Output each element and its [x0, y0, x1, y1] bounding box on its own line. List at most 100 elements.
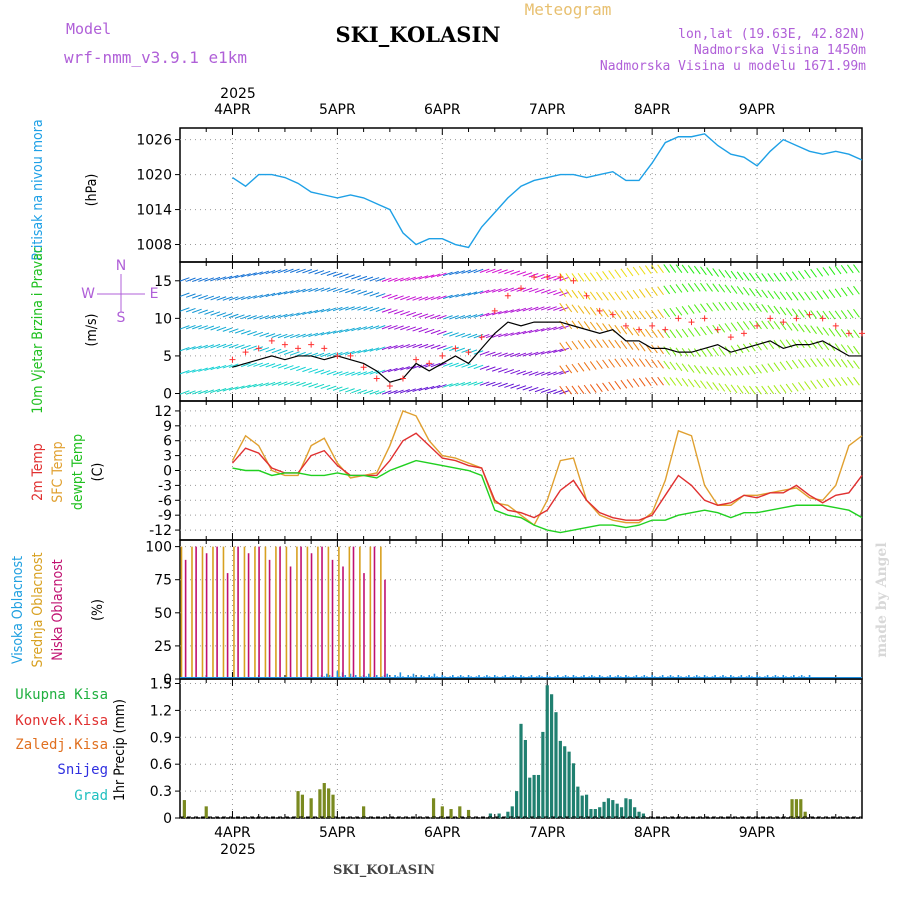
wind-arrow: [798, 309, 805, 318]
wind-arrow: [853, 360, 860, 370]
wind-arrow: [289, 351, 300, 356]
wind-arrow: [749, 302, 756, 312]
precip-bar: [541, 731, 545, 818]
wind-arrow: [479, 268, 490, 273]
wind-arrow: [687, 283, 695, 292]
wind-arrow: [620, 310, 628, 320]
ytick-label: 50: [154, 606, 172, 622]
gust-marker: [255, 345, 262, 352]
wind-arrow: [234, 296, 245, 301]
wind-arrow: [602, 291, 609, 301]
wind-arrow: [651, 264, 658, 274]
wind-arrow: [804, 269, 811, 279]
wind-arrow: [314, 308, 325, 314]
wind-arrow: [785, 360, 793, 370]
ytick-label: 5: [163, 349, 172, 365]
wind-arrow: [583, 384, 591, 394]
wind-arrow: [430, 329, 441, 335]
precip-bar: [615, 803, 619, 818]
wind-arrow: [565, 303, 573, 313]
wind-arrow: [602, 382, 609, 392]
wind-arrow: [638, 310, 646, 320]
wind-arrow: [638, 265, 646, 275]
wind-arrow: [626, 267, 634, 277]
wind-arrow: [846, 264, 854, 274]
wind-arrow: [755, 385, 762, 395]
wind-arrow: [179, 277, 190, 282]
wind-arrow: [345, 371, 355, 376]
wind-arrow: [614, 291, 622, 301]
wind-arrow: [485, 351, 496, 357]
wind-arrow: [222, 327, 233, 332]
wind-arrow: [798, 359, 805, 368]
wind-arrow: [381, 345, 392, 351]
wind-arrow: [406, 296, 417, 301]
wind-arrow: [363, 370, 374, 376]
wind-arrow: [179, 307, 190, 312]
wind-arrow: [363, 348, 374, 353]
wind-arrow: [259, 270, 270, 275]
wind-arrow: [675, 377, 683, 387]
wind-arrow: [791, 271, 799, 281]
wind-arrow: [461, 269, 472, 274]
wind-arrow: [608, 291, 615, 301]
wind-arrow: [357, 275, 368, 281]
wind-arrow: [583, 272, 591, 282]
wind-arrow: [810, 340, 817, 349]
wind-arrow: [742, 286, 750, 296]
wind-arrow: [308, 287, 319, 293]
wind-arrow: [253, 315, 264, 320]
wind-arrow: [271, 333, 282, 338]
wind-arrow: [522, 370, 533, 376]
ytick-label: 1014: [136, 203, 172, 219]
wind-arrow: [675, 306, 683, 316]
wind-arrow: [302, 333, 312, 338]
wind-arrow: [443, 271, 453, 277]
wind-arrow: [387, 325, 398, 330]
precip-bar: [611, 800, 615, 818]
wind-arrow: [853, 264, 860, 273]
wind-arrow: [381, 308, 392, 313]
ytick-label: 9: [163, 419, 172, 435]
wind-arrow: [234, 274, 245, 279]
wind-arrow: [510, 270, 521, 275]
precip-bar: [576, 786, 580, 818]
gust-marker: [727, 334, 734, 341]
wind-arrow: [547, 371, 557, 376]
wind-arrow: [314, 383, 325, 389]
wind-arrow: [369, 277, 380, 282]
wind-arrow: [326, 385, 337, 390]
wind-arrow: [840, 264, 848, 274]
wind-arrow: [755, 288, 762, 298]
gust-marker: [334, 352, 341, 359]
gust-marker: [688, 319, 695, 326]
precip-bar: [362, 806, 366, 818]
wind-arrow: [381, 390, 392, 395]
panel-frame: [179, 539, 863, 680]
precip-ylabel: 1hr Precip (mm): [112, 699, 128, 801]
wind-arrow: [687, 328, 695, 337]
wind-arrow: [345, 306, 355, 311]
wind-arrow: [779, 384, 787, 394]
wind-arrow: [504, 309, 514, 314]
gust-marker: [504, 292, 511, 299]
compass-s: S: [117, 310, 126, 326]
wind-arrow: [192, 368, 202, 373]
wind-arrow: [338, 371, 349, 376]
wind-arrow: [234, 344, 245, 349]
wind-arrow: [840, 329, 848, 338]
wind-arrow: [834, 328, 842, 338]
ytick-label: 100: [145, 540, 172, 556]
panel-frame: [179, 127, 863, 263]
wind-arrow: [400, 325, 410, 331]
wind-arrow: [681, 283, 689, 293]
wind-arrow: [724, 269, 732, 279]
wind-arrow: [730, 270, 738, 280]
wind-arrow: [394, 310, 404, 315]
wind-arrow: [571, 363, 579, 373]
wind-arrow: [522, 352, 533, 357]
wind-arrow: [192, 345, 202, 350]
wind-arrow: [638, 342, 646, 352]
wind-arrow: [467, 314, 478, 319]
wind-arrow: [241, 330, 251, 335]
